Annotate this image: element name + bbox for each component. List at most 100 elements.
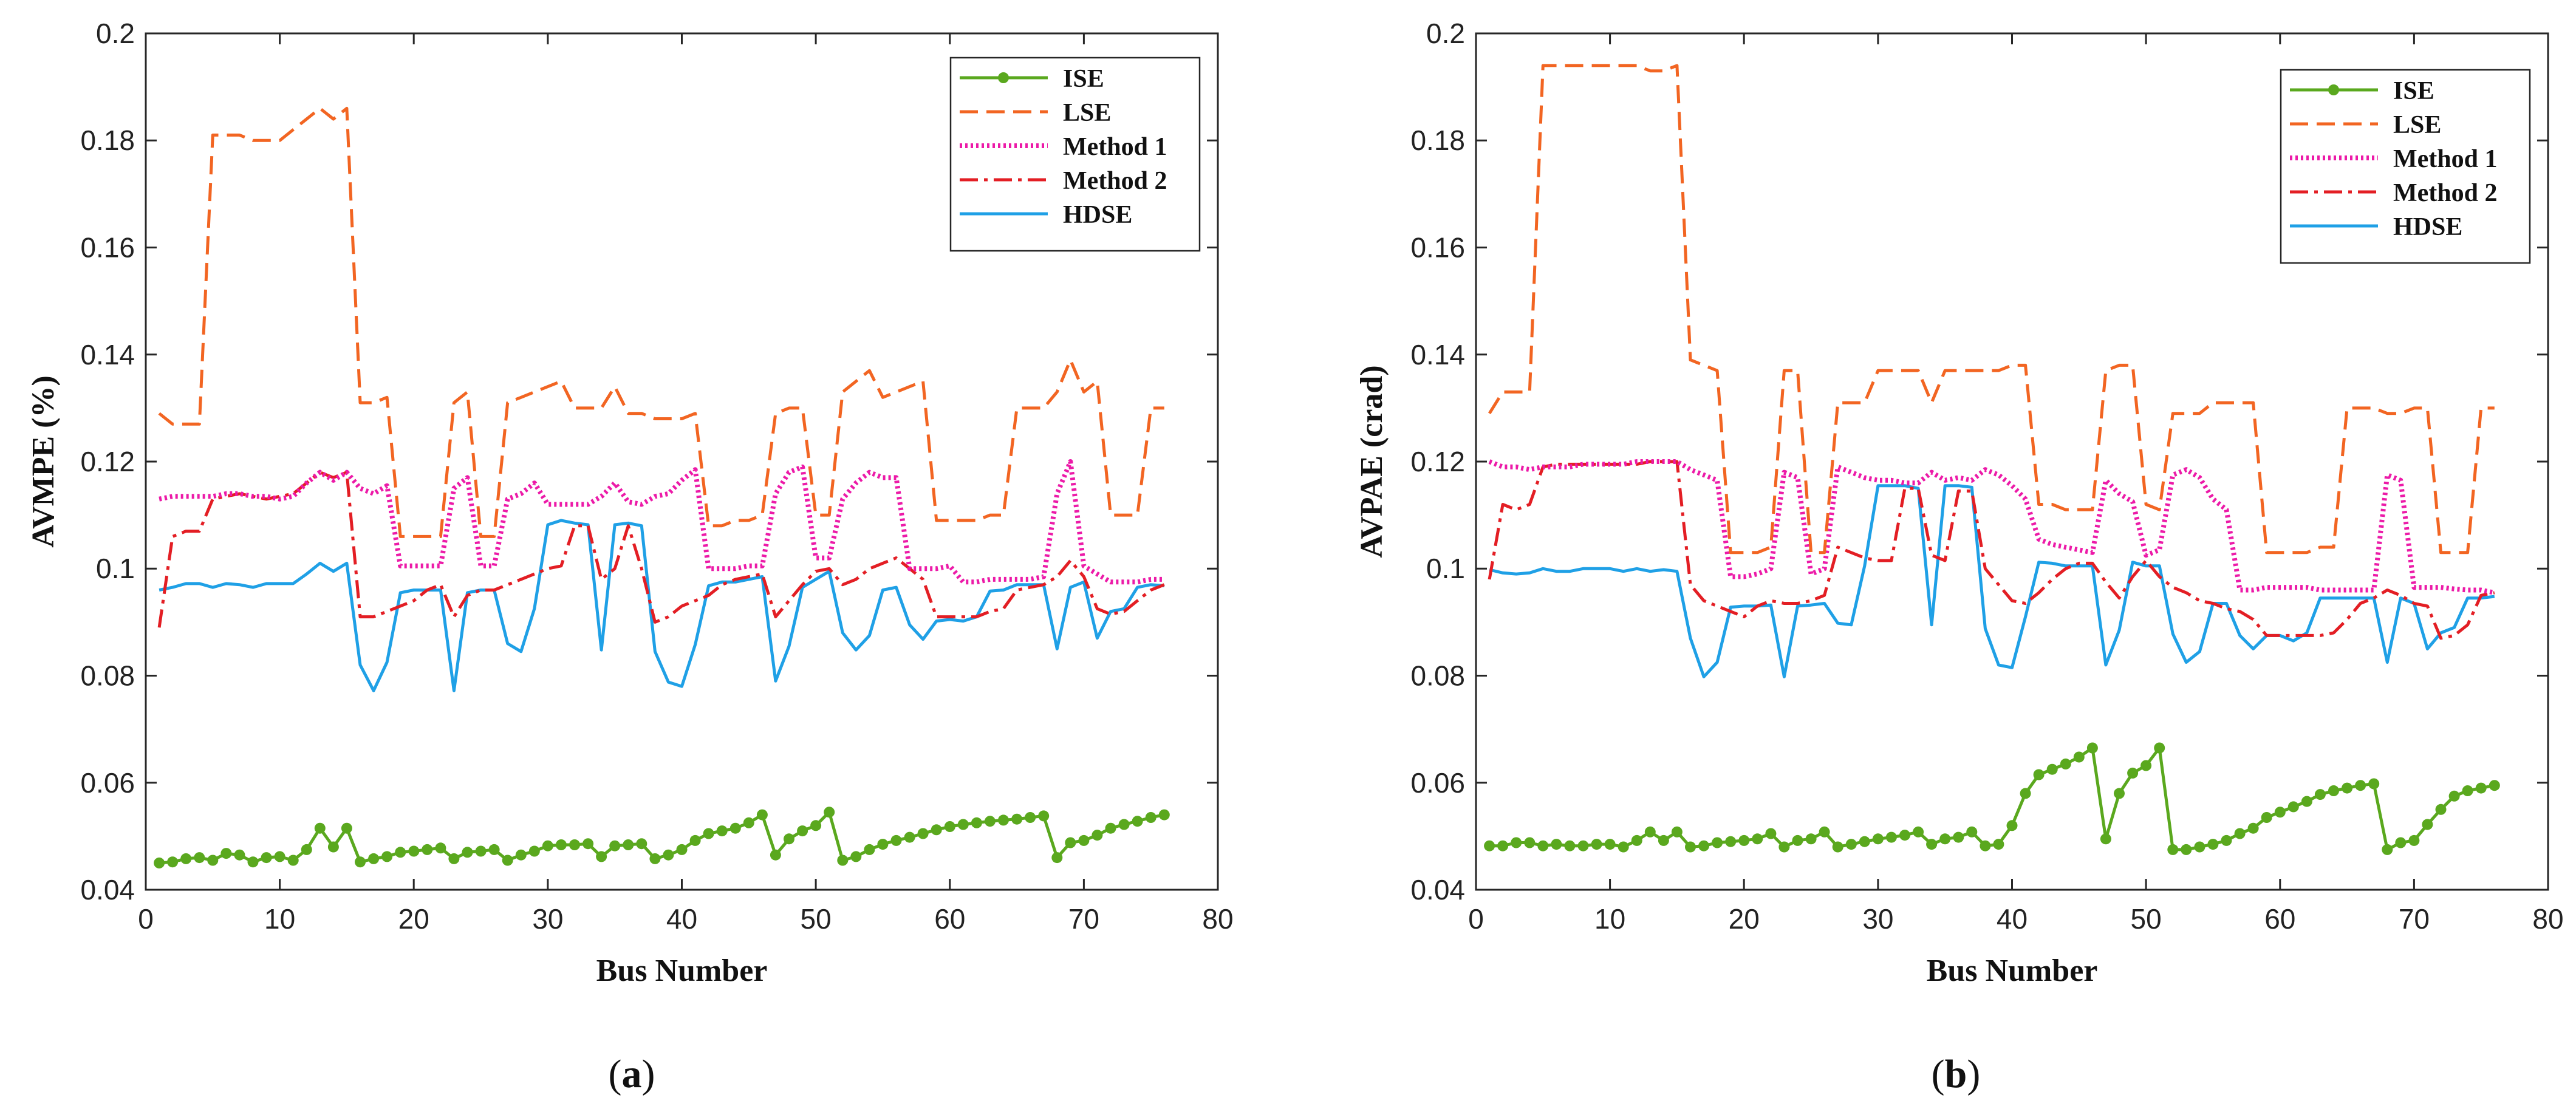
x-tick-a: 80 <box>1202 33 1234 935</box>
data-point-ise <box>327 841 339 853</box>
chart-panel-a: 0 10 20 30 40 50 60 70 80 0.04 0.06 0.08… <box>26 18 1234 1096</box>
data-point-ise <box>797 825 808 837</box>
data-point-ise <box>1038 810 1050 822</box>
data-point-ise <box>234 849 245 861</box>
y-tick-a: 0.16 <box>80 232 1218 264</box>
data-point-ise <box>341 822 352 834</box>
data-point-ise <box>917 828 929 839</box>
legend-marker-ise-a <box>998 72 1009 83</box>
x-axis-label-b: Bus Number <box>1927 954 2098 988</box>
data-point-ise <box>1725 836 1737 847</box>
data-point-ise <box>1738 834 1750 846</box>
y-tick-label-b: 0.1 <box>1426 553 1465 584</box>
data-point-ise <box>636 838 647 850</box>
data-point-ise <box>1712 837 1723 848</box>
data-point-ise <box>1685 841 1696 853</box>
x-tick-a: 20 <box>398 33 429 935</box>
y-tick-label-a: 0.12 <box>80 446 135 477</box>
data-point-ise <box>2489 780 2500 791</box>
y-tick-b: 0.12 <box>1410 446 2548 477</box>
x-tick-b: 80 <box>2532 33 2564 935</box>
data-point-ise <box>2328 785 2339 796</box>
data-point-ise <box>167 856 179 868</box>
data-point-ise <box>1537 840 1549 851</box>
data-point-ise <box>2020 788 2031 799</box>
data-point-ise <box>194 852 205 864</box>
data-point-ise <box>864 844 875 855</box>
x-tick-label-b: 20 <box>1729 903 1760 935</box>
x-tick-label-b: 80 <box>2532 903 2563 935</box>
data-point-ise <box>663 849 674 861</box>
legend-label-lse-a: LSE <box>1063 99 1111 127</box>
data-point-ise <box>756 809 768 821</box>
y-tick-b: 0.1 <box>1426 553 2548 584</box>
y-tick-label-b: 0.04 <box>1410 874 1465 906</box>
y-tick-label-b: 0.16 <box>1410 232 1465 264</box>
series-group-b <box>1484 64 2500 855</box>
data-point-ise <box>154 857 165 868</box>
data-point-ise <box>1926 839 1938 850</box>
x-tick-label-a: 10 <box>264 903 295 935</box>
series-line-ise <box>159 810 1165 865</box>
data-point-ise <box>2033 769 2045 780</box>
data-point-ise <box>1025 812 1036 823</box>
data-point-ise <box>408 845 420 857</box>
data-point-ise <box>2181 844 2192 855</box>
x-tick-label-b: 30 <box>1862 903 1893 935</box>
data-point-ise <box>2382 844 2393 855</box>
y-tick-b: 0.16 <box>1410 232 2548 264</box>
x-tick-a: 30 <box>532 33 563 935</box>
data-point-ise <box>1939 833 1951 845</box>
caption-open-b: ( <box>1932 1052 1945 1096</box>
y-tick-b: 0.2 <box>1426 18 2548 49</box>
data-point-ise <box>2301 796 2312 807</box>
data-point-ise <box>1765 828 1777 839</box>
y-axis-label-b: AVPAE (crad) <box>1355 365 1389 558</box>
x-tick-label-b: 60 <box>2264 903 2295 935</box>
data-point-ise <box>2422 819 2433 830</box>
x-tick-a: 10 <box>264 33 295 935</box>
y-tick-label-b: 0.12 <box>1410 446 1465 477</box>
caption-close-b: ) <box>1967 1052 1980 1096</box>
x-tick-label-a: 80 <box>1202 903 1233 935</box>
data-point-ise <box>2060 758 2071 769</box>
data-point-ise <box>1105 822 1116 834</box>
data-point-ise <box>1993 839 2004 850</box>
y-tick-a: 0.04 <box>80 874 1218 906</box>
series-line-lse <box>158 106 1164 538</box>
data-point-ise <box>2287 801 2299 813</box>
data-point-ise <box>314 822 326 834</box>
data-point-ise <box>528 845 540 857</box>
y-tick-a: 0.14 <box>80 339 1218 370</box>
data-point-ise <box>2167 844 2179 855</box>
data-point-ise <box>743 817 754 828</box>
data-point-ise <box>2368 778 2380 790</box>
data-point-ise <box>931 824 942 836</box>
data-point-ise <box>2261 812 2272 823</box>
x-tick-a: 40 <box>666 33 697 935</box>
caption-letter-b: b <box>1945 1052 1967 1096</box>
data-point-ise <box>274 851 285 862</box>
data-point-ise <box>2462 785 2473 796</box>
data-point-ise <box>2435 804 2447 815</box>
data-point-ise <box>2314 789 2326 800</box>
data-point-ise <box>971 817 982 828</box>
data-point-ise <box>462 847 473 858</box>
legend-a: ISE LSE Method 1 Method 2 HDSE <box>949 56 1201 252</box>
data-point-ise <box>1511 837 1522 848</box>
data-point-ise <box>1752 833 1763 845</box>
legend-label-method1-b: Method 1 <box>2393 145 2498 173</box>
legend-label-hdse-b: HDSE <box>2393 213 2462 241</box>
data-point-ise <box>676 844 688 855</box>
data-point-ise <box>1631 834 1642 846</box>
data-point-ise <box>1078 834 1090 846</box>
x-tick-b: 20 <box>1729 33 1760 935</box>
series-line-hdse <box>159 519 1165 692</box>
data-point-ise <box>2006 820 2018 831</box>
data-point-ise <box>2408 834 2420 846</box>
data-point-ise <box>998 814 1009 826</box>
caption-b: (b) <box>1932 1052 1981 1096</box>
series-line-method1 <box>159 459 1164 585</box>
data-point-ise <box>1953 831 1964 843</box>
